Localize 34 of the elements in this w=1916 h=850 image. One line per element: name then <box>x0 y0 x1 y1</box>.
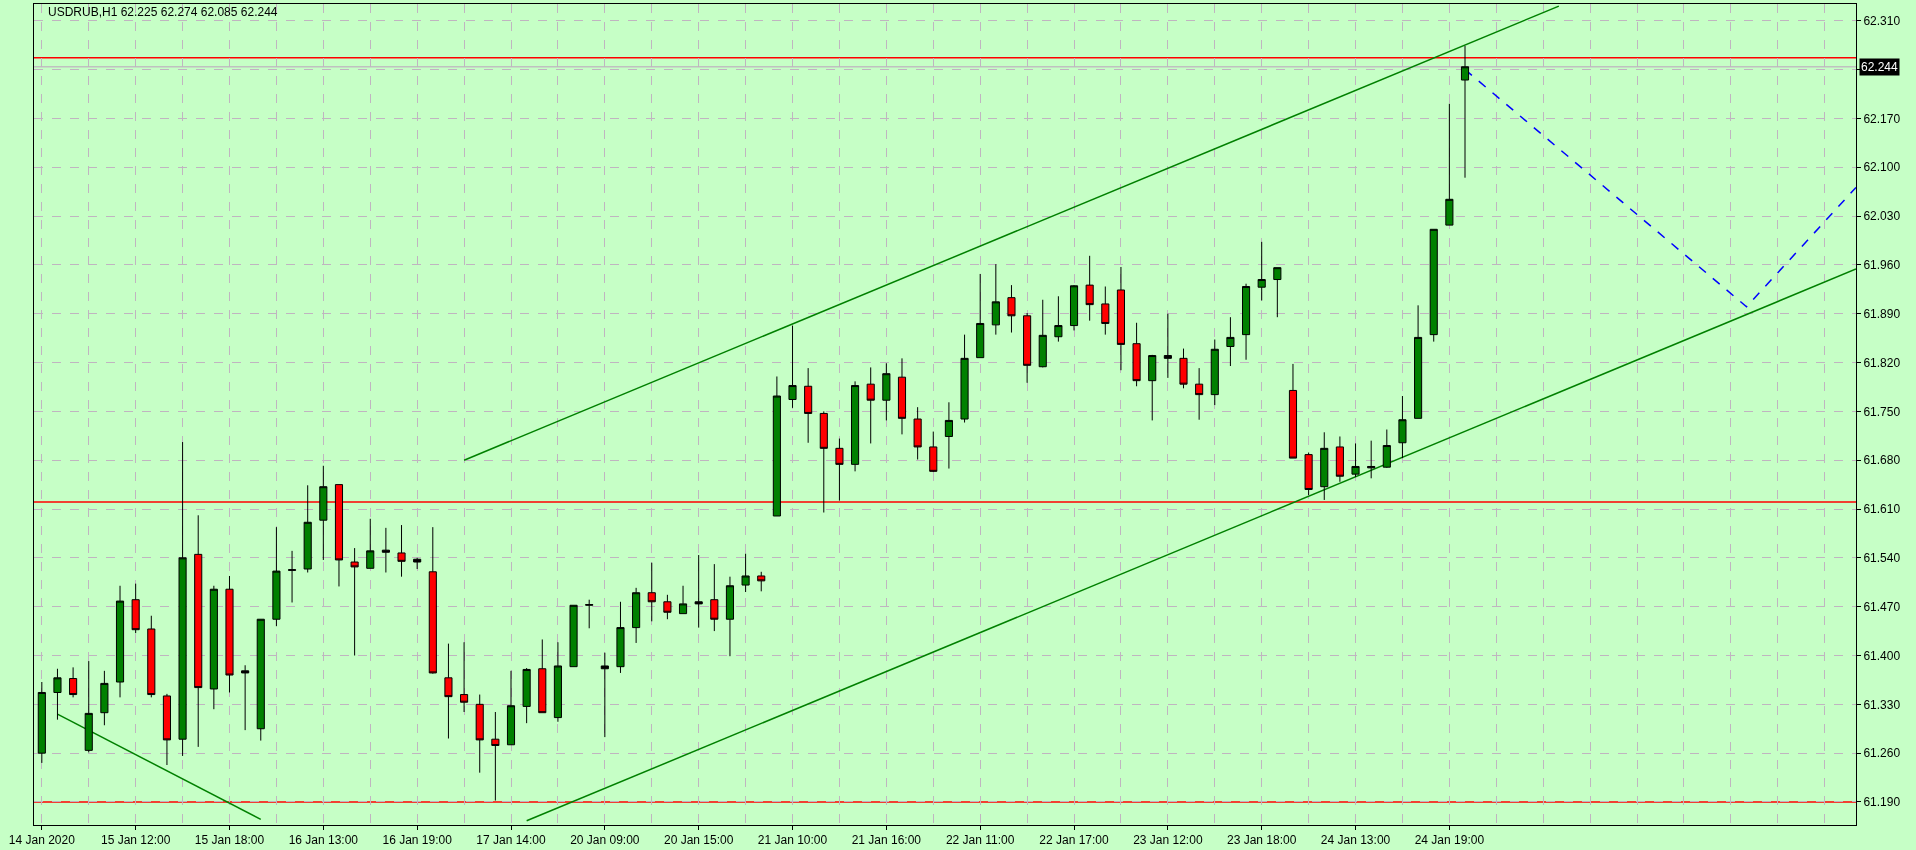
x-tick-label: 20 Jan 15:00 <box>663 833 734 848</box>
y-tick-label: 62.030 <box>1863 209 1901 224</box>
x-tick-label: 14 Jan 2020 <box>8 833 76 848</box>
y-tick-label: 62.100 <box>1863 160 1901 175</box>
x-tick-label: 23 Jan 12:00 <box>1133 833 1203 848</box>
y-tick-label: 62.310 <box>1863 13 1901 28</box>
x-tick-label: 20 Jan 09:00 <box>570 833 640 848</box>
x-tick-label: 22 Jan 17:00 <box>1039 833 1110 848</box>
y-tick-label: 61.750 <box>1863 404 1901 419</box>
x-tick-label: 21 Jan 16:00 <box>851 833 922 848</box>
x-tick-label: 24 Jan 13:00 <box>1320 833 1391 848</box>
x-tick-label: 22 Jan 11:00 <box>945 833 1015 848</box>
y-tick-label: 61.260 <box>1863 746 1901 761</box>
y-tick-label: 61.820 <box>1863 355 1901 370</box>
y-tick-label: 61.400 <box>1863 648 1901 663</box>
x-tick-label: 15 Jan 12:00 <box>100 833 171 848</box>
y-tick-label: 62.170 <box>1863 111 1901 126</box>
x-tick-label: 23 Jan 18:00 <box>1227 833 1297 848</box>
y-tick-label: 61.540 <box>1863 551 1901 566</box>
x-tick-label: 21 Jan 10:00 <box>757 833 828 848</box>
ref-line-label: 62.244 <box>1861 60 1899 74</box>
chart-title: USDRUB,H1 62.225 62.274 62.085 62.244 <box>48 5 278 20</box>
y-tick-label: 61.960 <box>1863 258 1901 273</box>
y-tick-label: 61.610 <box>1863 502 1901 517</box>
y-tick-label: 61.190 <box>1863 795 1901 810</box>
y-tick-label: 61.890 <box>1863 306 1901 321</box>
x-tick-label: 24 Jan 19:00 <box>1414 833 1485 848</box>
x-tick-label: 15 Jan 18:00 <box>194 833 265 848</box>
y-tick-label: 61.470 <box>1863 599 1901 614</box>
x-tick-label: 17 Jan 14:00 <box>476 833 547 848</box>
x-tick-label: 16 Jan 13:00 <box>288 833 359 848</box>
y-tick-label: 61.680 <box>1863 453 1901 468</box>
y-tick-label: 61.330 <box>1863 697 1901 712</box>
x-tick-label: 16 Jan 19:00 <box>382 833 453 848</box>
